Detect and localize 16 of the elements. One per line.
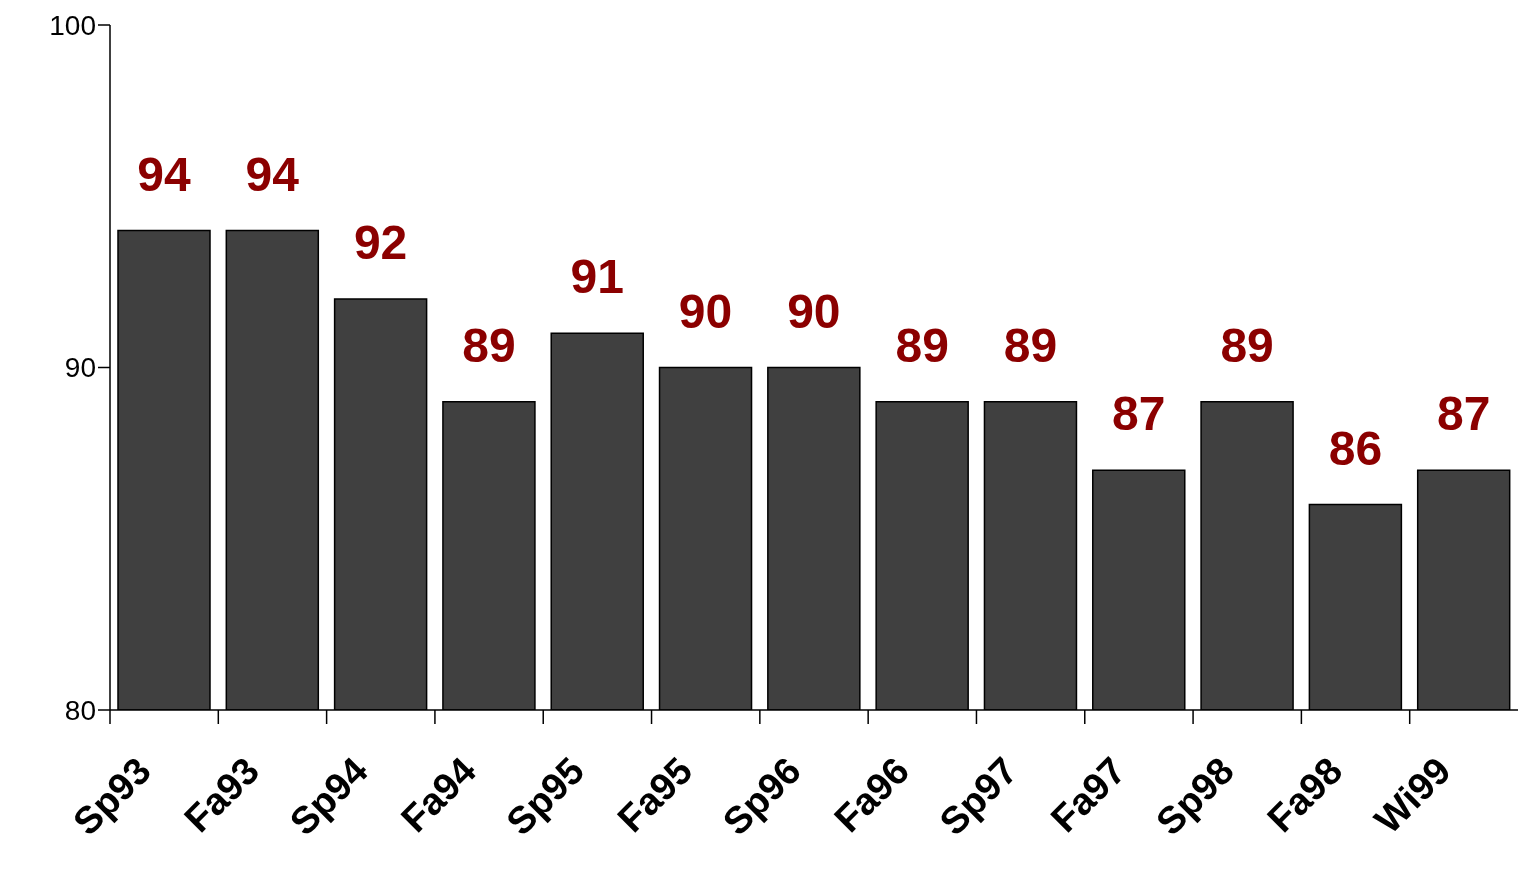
data-label: 87 [1437, 387, 1491, 441]
data-label: 94 [245, 147, 300, 201]
data-label: 89 [895, 318, 949, 372]
y-tick-label: 100 [49, 9, 96, 41]
data-label: 87 [1112, 387, 1166, 441]
y-tick-label: 80 [64, 694, 96, 726]
data-label: 86 [1328, 421, 1383, 475]
data-label: 91 [570, 250, 624, 304]
data-label: 94 [137, 147, 191, 201]
data-label: 90 [787, 284, 841, 338]
data-label: 92 [353, 216, 408, 269]
data-label: 90 [678, 284, 733, 338]
data-label: 89 [1220, 318, 1274, 372]
data-label: 89 [462, 318, 516, 372]
data-label: 89 [1003, 318, 1058, 372]
y-tick-label: 90 [64, 352, 96, 384]
